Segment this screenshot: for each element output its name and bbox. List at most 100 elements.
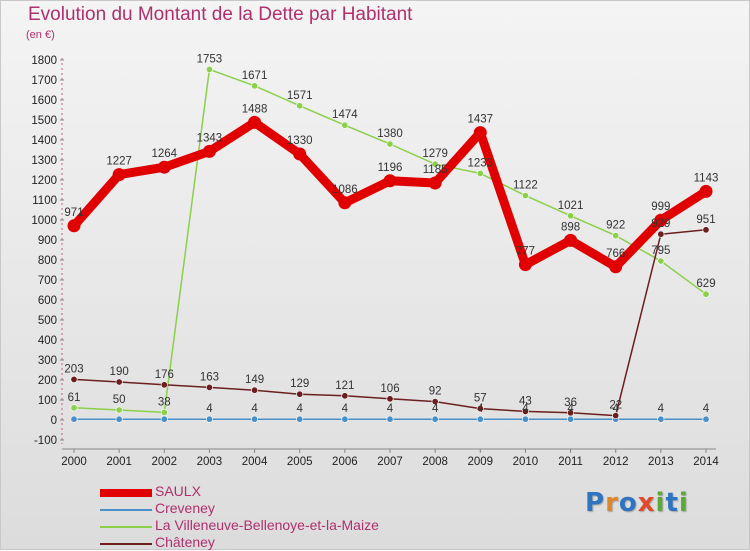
data-point <box>251 415 259 423</box>
data-label: 92 <box>429 386 442 398</box>
legend-label: Creveney <box>155 500 215 516</box>
data-point <box>521 192 529 200</box>
data-point <box>657 230 665 238</box>
data-point <box>386 395 394 403</box>
data-label: 1143 <box>694 172 719 184</box>
data-point <box>202 144 216 158</box>
data-point <box>115 415 123 423</box>
data-point <box>296 390 304 398</box>
data-point <box>248 115 262 129</box>
x-tick-label: 2005 <box>287 456 313 468</box>
x-tick-label: 2012 <box>603 456 629 468</box>
data-point <box>702 290 710 298</box>
y-tick-label: 1200 <box>31 175 57 187</box>
x-tick-label: 2000 <box>61 456 87 468</box>
data-labels: 971 1227 1264 1343 1488 1330 1086 1196 1185 1437 7… <box>64 53 718 415</box>
data-label: 106 <box>380 383 399 395</box>
data-label: 1122 <box>513 180 538 192</box>
data-point <box>251 386 259 394</box>
data-point <box>341 415 349 423</box>
data-label: 929 <box>651 218 670 230</box>
data-point <box>205 65 213 73</box>
y-tick-label: 1000 <box>31 215 57 227</box>
legend-label: Châteney <box>155 534 215 550</box>
legend-swatch <box>100 526 152 528</box>
data-label: 766 <box>606 248 625 260</box>
data-point <box>205 415 213 423</box>
data-label: 4 <box>251 403 258 415</box>
data-point <box>428 176 442 190</box>
y-tick-label: 1400 <box>31 135 57 147</box>
data-point <box>115 406 123 414</box>
data-label: 4 <box>387 403 394 415</box>
data-label: 61 <box>68 392 81 404</box>
data-point <box>431 398 439 406</box>
y-tick-label: 500 <box>38 315 57 327</box>
data-label: 4 <box>477 403 484 415</box>
y-tick-label: 900 <box>38 235 57 247</box>
data-label: 1488 <box>242 103 268 115</box>
data-label: 149 <box>245 374 264 386</box>
data-point <box>67 219 81 233</box>
data-label: 4 <box>567 403 574 415</box>
data-point <box>341 121 349 129</box>
data-label: 1227 <box>106 156 132 168</box>
y-tick-label: 400 <box>38 335 57 347</box>
data-label: 57 <box>474 393 487 405</box>
data-label: 1671 <box>242 70 268 82</box>
data-point <box>70 375 78 383</box>
x-tick-label: 2003 <box>197 456 223 468</box>
data-label: 4 <box>658 403 665 415</box>
legend-swatch <box>100 543 152 545</box>
data-label: 50 <box>113 394 126 406</box>
data-point <box>521 407 529 415</box>
data-label: 999 <box>651 201 670 213</box>
series-layer <box>67 65 713 423</box>
logo-letter: P <box>585 488 606 518</box>
x-tick-label: 2011 <box>558 456 583 468</box>
data-label: 1474 <box>332 109 358 121</box>
data-label: 121 <box>335 380 354 392</box>
data-point <box>609 260 623 274</box>
data-label: 951 <box>696 214 715 226</box>
data-label: 1233 <box>467 157 493 169</box>
logo-letter: i <box>655 488 666 518</box>
series-line-la-villeneuve-bellenoye-et-la-maize <box>73 68 707 414</box>
data-point <box>476 405 484 413</box>
data-point <box>112 168 126 182</box>
y-tick-label: 200 <box>38 375 57 387</box>
data-label: 163 <box>200 371 219 383</box>
data-point <box>702 226 710 234</box>
data-label: 1264 <box>151 148 177 160</box>
data-point <box>564 233 578 247</box>
data-point <box>431 415 439 423</box>
x-tick-label: 2004 <box>242 456 268 468</box>
data-label: 922 <box>606 220 625 232</box>
x-tick-label: 2002 <box>151 456 177 468</box>
x-tick-label: 2013 <box>648 456 674 468</box>
data-point <box>386 140 394 148</box>
data-point <box>296 102 304 110</box>
x-tick-label: 2006 <box>332 456 358 468</box>
data-label: 4 <box>703 403 710 415</box>
data-label: 1196 <box>378 162 403 174</box>
data-label: 22 <box>609 400 622 412</box>
data-label: 1753 <box>197 53 223 65</box>
data-point <box>654 213 668 227</box>
y-tick-label: 1800 <box>31 55 57 67</box>
data-label: 4 <box>297 403 304 415</box>
proxiti-logo: Proxiti <box>585 488 689 518</box>
x-tick-label: 2007 <box>377 456 403 468</box>
data-point <box>567 415 575 423</box>
data-point <box>657 415 665 423</box>
data-point <box>293 147 307 161</box>
data-point <box>70 404 78 412</box>
y-tick-label: 1300 <box>31 155 57 167</box>
data-label: 1380 <box>377 128 403 140</box>
data-point <box>205 383 213 391</box>
y-tick-label: 1500 <box>31 115 57 127</box>
data-point <box>612 232 620 240</box>
data-label: 176 <box>155 369 174 381</box>
data-label: 1279 <box>422 148 448 160</box>
